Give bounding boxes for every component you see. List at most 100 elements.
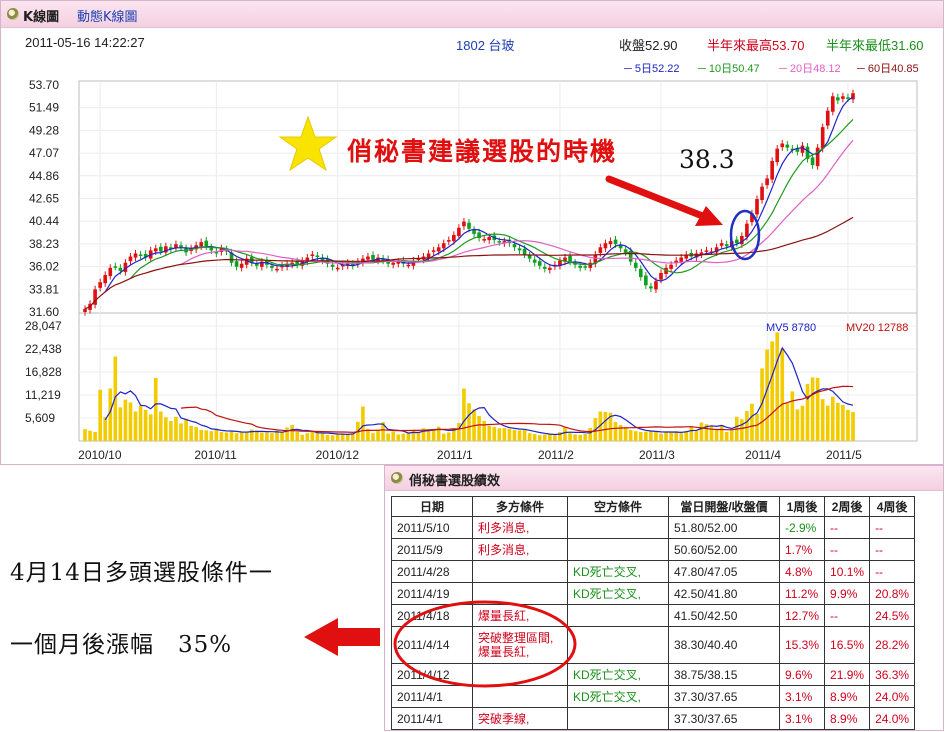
table-row: 2011/4/14 突破整理區間, 爆量長紅, 38.30/40.40 15.3% 16… <box>391 626 916 664</box>
tab-dynamic-kline[interactable]: 動態K線圖 <box>77 10 138 25</box>
candle-body <box>795 148 800 152</box>
caption-line2: 一個月後漲幅 35% <box>10 632 233 658</box>
close-price: 收盤52.90 <box>619 38 678 53</box>
cell-price: 47.80/47.05 <box>668 560 780 583</box>
col-price: 當日開盤/收盤價 <box>668 496 780 517</box>
candle-body <box>280 265 284 268</box>
volume-bar <box>497 428 502 441</box>
volume-bar <box>765 349 769 441</box>
candle-body <box>548 267 552 270</box>
volume-bar <box>148 414 153 441</box>
volume-bar <box>340 433 345 441</box>
candle-body <box>765 178 769 186</box>
tab-kline[interactable]: K線圖 <box>23 10 60 25</box>
volume-bar <box>366 429 370 441</box>
volume-bar <box>846 409 850 441</box>
volume-bar <box>674 431 678 441</box>
candle-body <box>199 242 204 247</box>
volume-bar <box>239 431 244 441</box>
candle-body <box>305 257 310 262</box>
table-header-row: 日期 多方條件 空方條件 當日開盤/收盤價 1周後 2周後 4周後 <box>391 496 916 517</box>
candle-body <box>830 96 835 112</box>
cell-date: 2011/4/28 <box>391 560 473 583</box>
col-bull: 多方條件 <box>472 496 568 517</box>
candle-body <box>497 241 502 243</box>
candle-body <box>638 268 643 278</box>
candle-body <box>800 145 805 153</box>
candle-body <box>254 263 259 266</box>
candle-body <box>694 253 699 258</box>
volume-bar <box>204 430 209 441</box>
volume-bar <box>265 432 269 441</box>
volume-bar <box>421 428 426 441</box>
bullet-icon <box>391 472 403 484</box>
volume-bar <box>542 434 547 441</box>
cell-2w: 10.1% <box>824 560 871 583</box>
volume-bar <box>598 411 603 441</box>
cell-1w: 15.3% <box>778 626 826 664</box>
volume-bar <box>482 420 486 441</box>
candle-body <box>568 256 572 262</box>
table-row: 2011/4/18 爆量長紅, 41.50/42.50 12.7% -- 24.5% <box>391 604 916 627</box>
left-arrow-icon <box>304 618 380 656</box>
volume-bar <box>371 433 375 441</box>
volume-bar <box>780 348 785 441</box>
volume-bar <box>588 427 593 441</box>
volume-bar <box>406 432 411 441</box>
cell-4w: -- <box>869 560 916 583</box>
cell-bull: 利多消息, <box>472 538 568 561</box>
cell-bull <box>472 582 568 605</box>
volume-bar <box>618 425 623 441</box>
cell-1w: 3.1% <box>778 707 826 730</box>
volume-bar <box>638 431 643 441</box>
candle-body <box>790 148 795 151</box>
volume-bar <box>280 431 284 441</box>
cell-date: 2011/4/1 <box>391 707 473 730</box>
y-tick-label: 42.65 <box>29 192 59 206</box>
volume-bar <box>477 415 481 441</box>
y-tick-label: 38.23 <box>29 237 59 251</box>
volume-bar <box>118 407 123 441</box>
candle-body <box>462 221 466 227</box>
cell-4w: 24.0% <box>869 707 916 730</box>
cell-4w: 36.3% <box>869 663 916 686</box>
candle-body <box>704 250 709 252</box>
mv5-legend: MV5 8780 <box>766 322 816 334</box>
candle-body <box>654 281 658 290</box>
candle-body <box>633 262 638 268</box>
table-row: 2011/4/19 KD死亡交叉, 42.50/41.80 11.2% 9.9% 20.8… <box>391 582 916 605</box>
volume-bar <box>401 433 406 441</box>
cell-1w: 11.2% <box>778 582 826 605</box>
mv5-line <box>104 346 854 436</box>
candle-body <box>522 248 527 255</box>
volume-bar <box>229 430 234 441</box>
candle-body <box>158 246 163 252</box>
candle-body <box>113 266 118 268</box>
candle-body <box>608 241 613 245</box>
mv20-legend: MV20 12788 <box>846 322 908 334</box>
candle-body <box>93 289 97 305</box>
cell-2w: 9.9% <box>824 582 871 605</box>
performance-title: 俏秘書選股績效 <box>409 474 501 489</box>
volume-bar <box>775 332 780 441</box>
volume-bar <box>800 405 805 441</box>
candle-body <box>512 244 517 248</box>
cell-2w: 16.5% <box>824 626 871 664</box>
volume-bar <box>608 412 613 441</box>
volume-bar <box>522 429 527 441</box>
candle-body <box>270 265 274 268</box>
volume-bar <box>295 431 300 441</box>
cell-date: 2011/4/12 <box>391 663 473 686</box>
volume-bar <box>729 430 734 441</box>
cell-2w: -- <box>824 516 871 539</box>
candle-body <box>502 241 507 244</box>
cell-date: 2011/4/18 <box>391 604 473 627</box>
candle-body <box>719 243 724 246</box>
candle-body <box>239 263 244 268</box>
candle-body <box>472 229 476 234</box>
candle-body <box>431 250 436 252</box>
candle-body <box>441 243 446 249</box>
volume-bar <box>679 433 684 441</box>
volume-bar <box>361 406 365 441</box>
volume-bar <box>88 430 92 441</box>
